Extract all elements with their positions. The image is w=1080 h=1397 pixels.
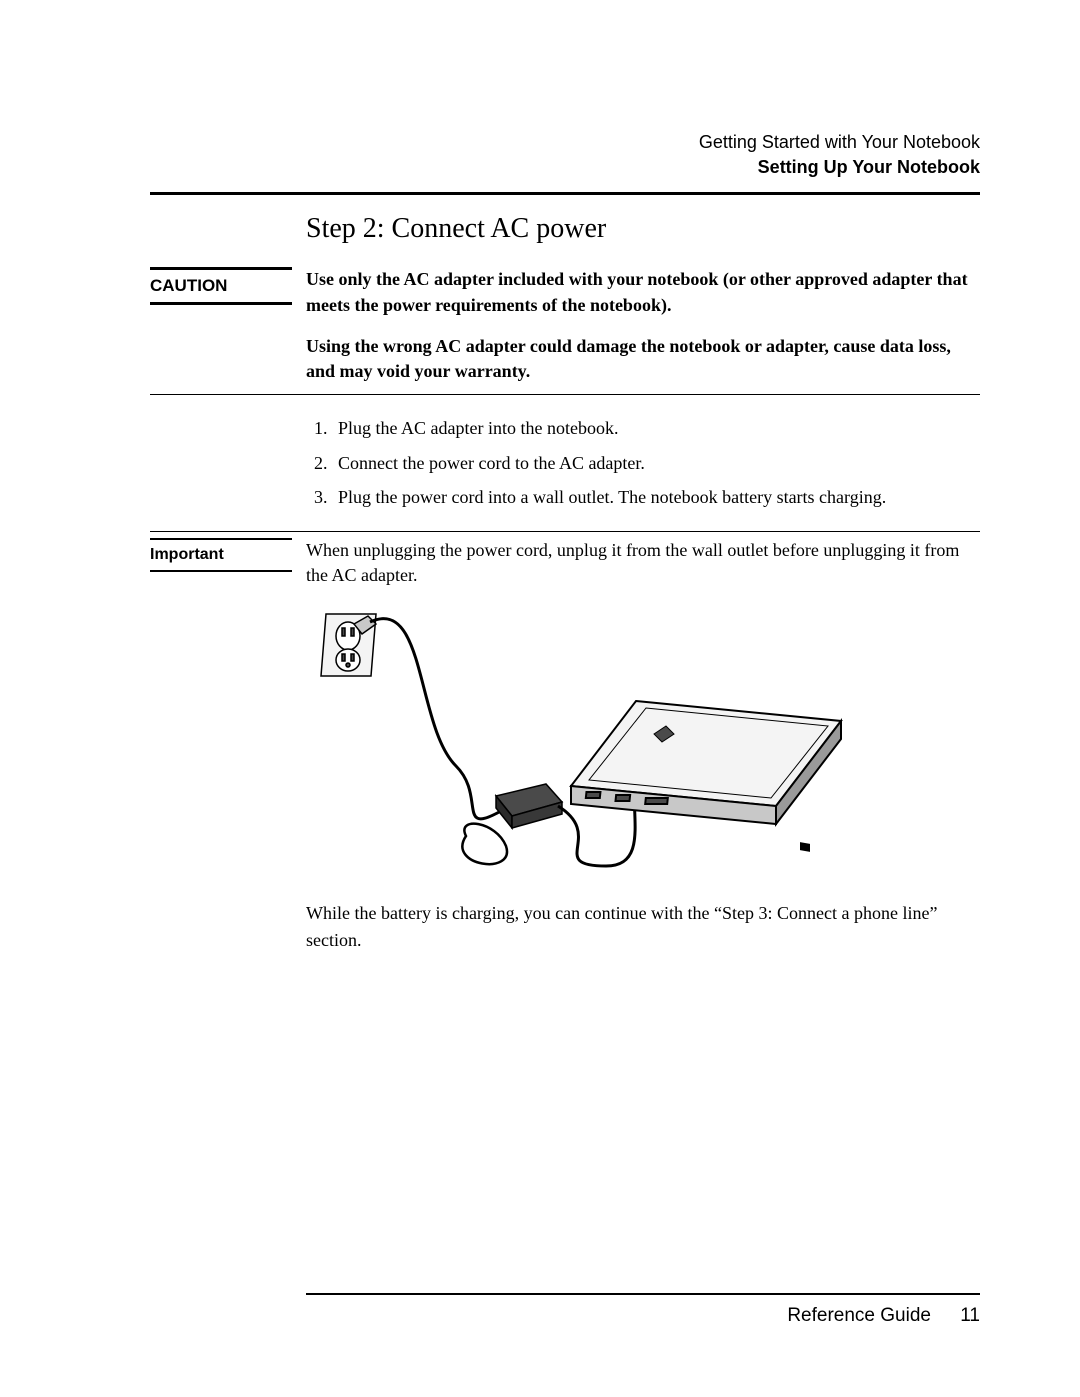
ac-power-illustration [306,606,866,886]
footer-guide-label: Reference Guide [787,1305,931,1326]
header-chapter: Getting Started with Your Notebook [150,130,980,155]
caution-label: CAUTION [150,267,292,305]
step-list: Plug the AC adapter into the notebook. C… [306,413,980,513]
important-label: Important [150,538,292,572]
caution-block: CAUTION Use only the AC adapter included… [306,267,980,384]
step-item-1: Plug the AC adapter into the notebook. [332,413,980,444]
ac-power-figure [306,606,980,886]
caution-para-1: Use only the AC adapter included with yo… [306,267,980,317]
important-text: When unplugging the power cord, unplug i… [306,538,980,588]
page-header: Getting Started with Your Notebook Setti… [150,130,980,180]
step-item-2: Connect the power cord to the AC adapter… [332,448,980,479]
important-block: Important When unplugging the power cord… [306,538,980,588]
important-body: When unplugging the power cord, unplug i… [306,538,980,588]
page-footer: Reference Guide 11 [306,1293,980,1327]
header-rule [150,192,980,195]
header-section: Setting Up Your Notebook [150,155,980,180]
step-title: Step 2: Connect AC power [306,213,980,245]
footer-page-number: 11 [960,1305,980,1327]
important-divider-top [150,531,980,532]
caution-divider [150,394,980,395]
closing-text: While the battery is charging, you can c… [306,900,980,954]
caution-body: Use only the AC adapter included with yo… [306,267,980,384]
footer-rule [306,1293,980,1295]
caution-para-2: Using the wrong AC adapter could damage … [306,334,980,384]
step-item-3: Plug the power cord into a wall outlet. … [332,482,980,513]
